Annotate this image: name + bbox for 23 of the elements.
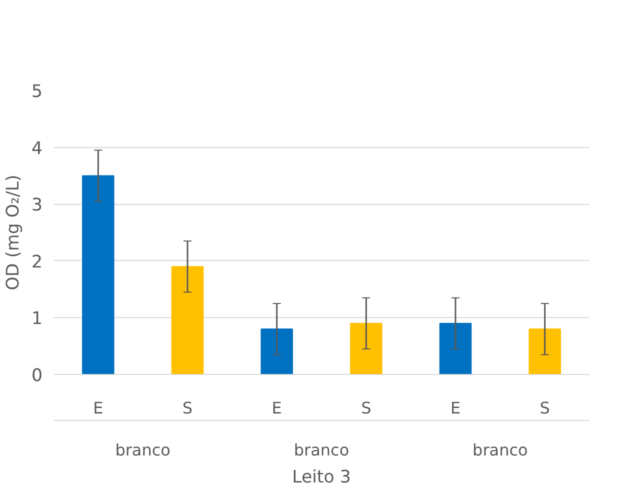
x-axis-title: Leito 3 xyxy=(292,468,351,488)
bar xyxy=(528,328,561,374)
x-tick-label: S xyxy=(361,398,372,418)
bar xyxy=(171,266,204,374)
text: branco xyxy=(294,440,350,460)
y-axis-title: OD (mg O₂/L) xyxy=(3,174,24,290)
x-tick-label: E xyxy=(450,398,461,418)
bar xyxy=(439,322,472,374)
y-tick-label: 2 xyxy=(31,252,43,272)
x-tick-label: S xyxy=(540,398,550,418)
text: branco xyxy=(115,440,170,460)
y-tick-label: 5 xyxy=(31,82,43,102)
x-tick-label: E xyxy=(272,398,282,418)
y-tick-label: 1 xyxy=(31,309,43,330)
x-tick-label: E xyxy=(93,398,104,418)
bar xyxy=(350,322,382,374)
y-tick-label: 0 xyxy=(31,366,43,386)
bar xyxy=(260,328,293,374)
y-tick-label: 3 xyxy=(31,196,43,216)
bar xyxy=(82,175,114,374)
x-tick-label: S xyxy=(182,398,193,418)
text: branco xyxy=(472,440,528,460)
y-tick-label: 4 xyxy=(31,138,43,159)
